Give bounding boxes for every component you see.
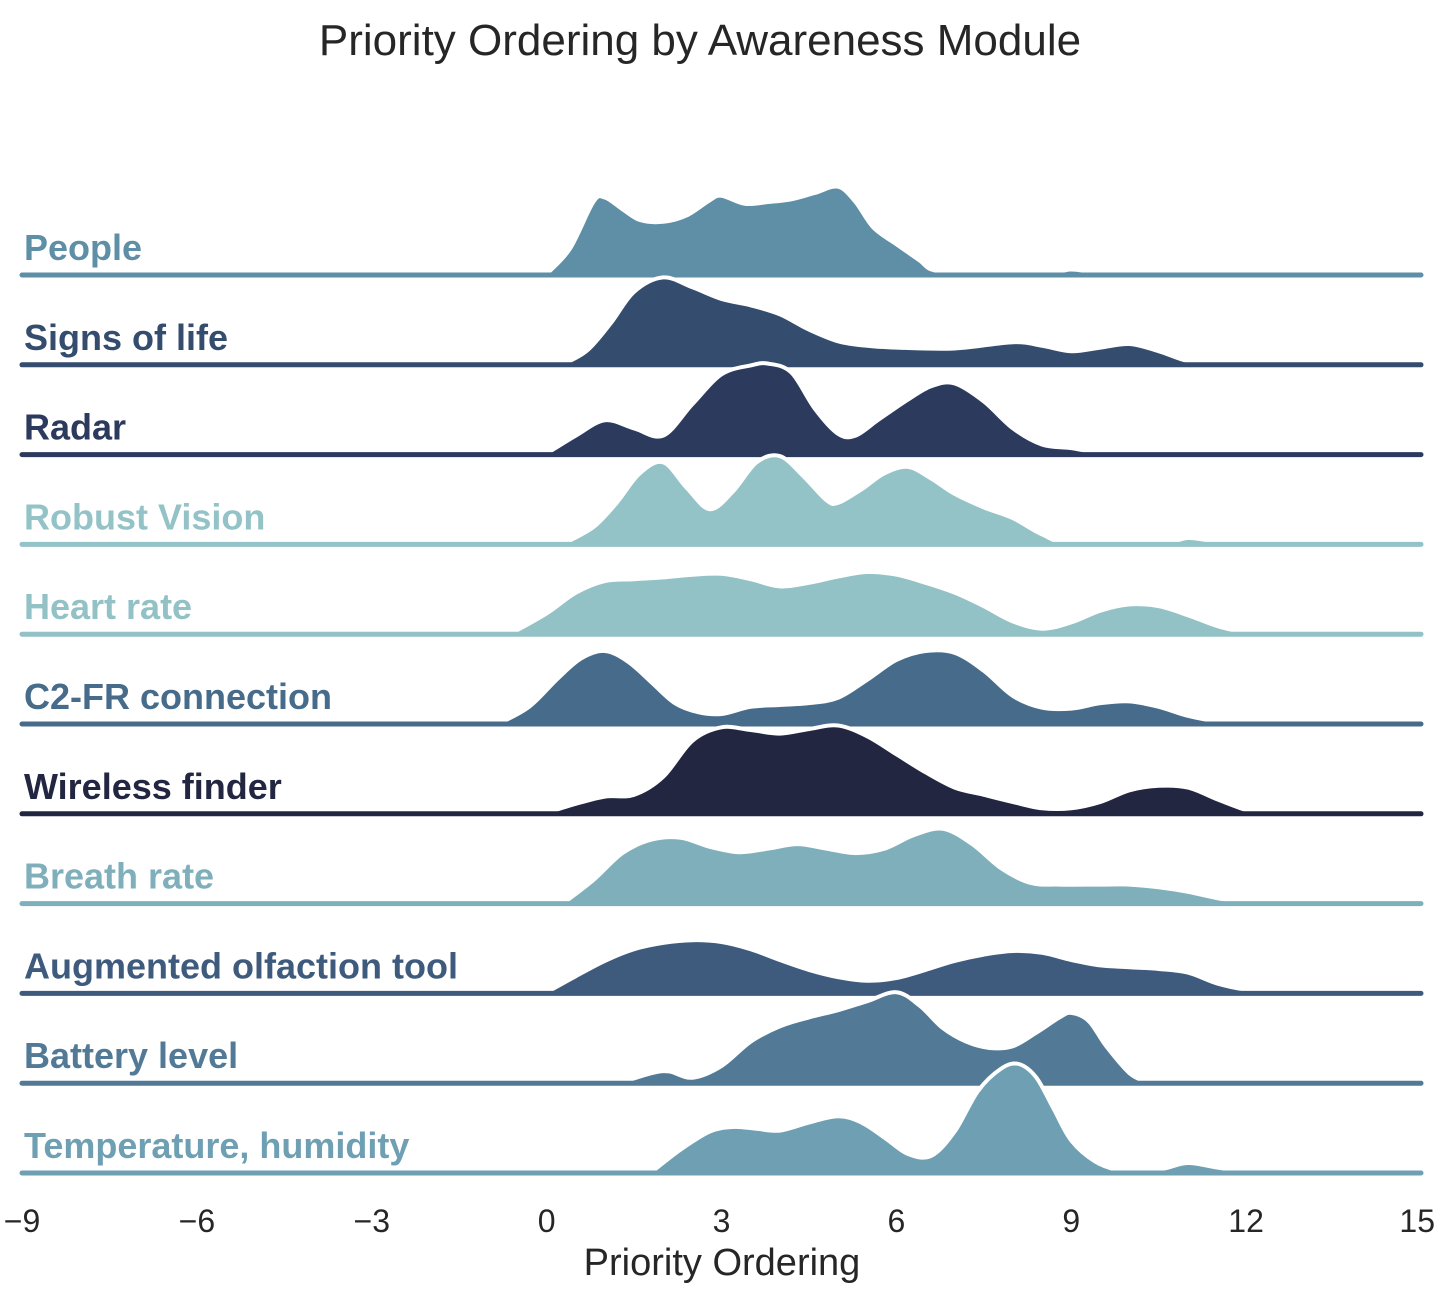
density-outline: [562, 826, 1247, 905]
ridge-signs-of-life: Signs of life: [19, 275, 1424, 368]
ridge-c2-fr-connection: C2-FR connection: [19, 648, 1424, 727]
row-label: Robust Vision: [24, 496, 265, 537]
density-area: [546, 940, 1276, 993]
density-outline: [563, 275, 1218, 366]
ridge-radar: Radar: [19, 361, 1424, 458]
density-outline: [545, 938, 1276, 995]
ridge-breath-rate: Breath rate: [19, 826, 1424, 907]
ridge-people: People: [19, 184, 1424, 278]
row-label: Temperature, humidity: [24, 1125, 409, 1166]
density-area: [651, 1063, 1247, 1173]
density-outline: [499, 648, 1247, 725]
x-tick-label: 12: [1228, 1203, 1264, 1239]
row-label: Radar: [24, 407, 126, 448]
x-tick-label: −6: [179, 1203, 215, 1239]
density-outline: [545, 361, 1101, 456]
ridge-wireless-finder: Wireless finder: [19, 723, 1424, 817]
density-area: [546, 725, 1264, 813]
ridge-augmented-olfaction-tool: Augmented olfaction tool: [19, 938, 1424, 996]
chart-title: Priority Ordering by Awareness Module: [318, 16, 1082, 65]
x-tick-label: −9: [4, 1203, 40, 1239]
row-label: Augmented olfaction tool: [24, 945, 458, 986]
ridge-heart-rate: Heart rate: [19, 569, 1424, 637]
row-label: Battery level: [24, 1035, 238, 1076]
density-area: [564, 277, 1217, 364]
row-label: Breath rate: [24, 856, 214, 897]
density-area: [622, 992, 1147, 1083]
x-tick-label: 9: [1062, 1203, 1080, 1239]
x-tick-label: 0: [538, 1203, 556, 1239]
density-area: [511, 571, 1247, 634]
x-axis-label: Priority Ordering: [583, 1242, 861, 1284]
ridge-battery-level: Battery level: [19, 990, 1424, 1086]
density-area: [546, 363, 1101, 454]
x-tick-label: 3: [713, 1203, 731, 1239]
density-area: [564, 455, 1247, 545]
x-tick-label: 6: [888, 1203, 906, 1239]
row-label: Heart rate: [24, 586, 192, 627]
density-outline: [510, 569, 1247, 636]
row-label: People: [24, 227, 142, 268]
x-tick-label: −3: [354, 1203, 390, 1239]
density-outline: [621, 990, 1148, 1085]
x-tick-label: 15: [1399, 1203, 1435, 1239]
row-label: C2-FR connection: [24, 676, 332, 717]
density-area: [564, 828, 1247, 903]
ridge-robust-vision: Robust Vision: [19, 453, 1424, 547]
density-outline: [546, 723, 1264, 815]
ridge-temperature-humidity: Temperature, humidity: [19, 1061, 1424, 1176]
row-label: Wireless finder: [24, 766, 282, 807]
row-label: Signs of life: [24, 317, 228, 358]
density-outline: [545, 184, 1159, 277]
density-area: [500, 650, 1247, 723]
